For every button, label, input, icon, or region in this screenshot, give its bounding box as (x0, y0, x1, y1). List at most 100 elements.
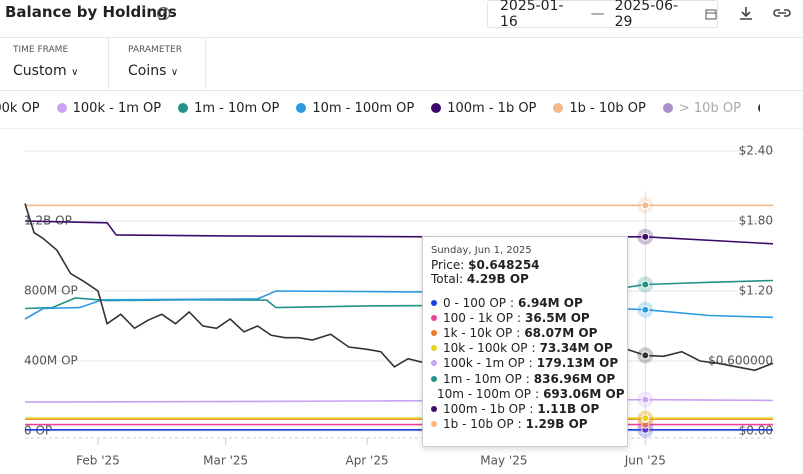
tooltip-row: 10k - 100k OP:73.34M OP (431, 341, 619, 356)
separator (108, 38, 109, 89)
tooltip-dot (431, 299, 437, 306)
x-tick-label: Feb '25 (76, 454, 120, 468)
legend-swatch (56, 103, 67, 113)
tooltip-value: 836.96M OP (533, 371, 616, 386)
tooltip-date: Sunday, Jun 1, 2025 (431, 245, 532, 256)
tooltip-name: 10k - 100k OP (443, 341, 528, 356)
tooltip-dot (431, 405, 437, 412)
x-tick-label: Mar '25 (203, 454, 248, 468)
x-tick-label: May '25 (480, 454, 527, 468)
filter-value[interactable]: Coins ∨ (128, 63, 179, 79)
y2-tick-label: $1.80 (739, 214, 773, 228)
y-tick-label: 400M OP (24, 354, 78, 368)
tooltip-row: 100 - 1k OP:36.5M OP (431, 310, 619, 325)
svg-text:?: ? (161, 10, 166, 20)
tooltip-value: 68.07M OP (524, 325, 598, 340)
link-icon[interactable] (772, 5, 792, 21)
legend-item[interactable]: > 10b OP (662, 100, 741, 116)
date-range[interactable]: 2025-01-16 — 2025-06-29 (487, 0, 718, 30)
tooltip-value: 179.13M OP (536, 356, 619, 371)
tooltip-sep: : (535, 386, 540, 401)
tooltip-price: $0.648254 (468, 258, 540, 272)
hover-dot (641, 414, 650, 423)
tooltip-sep: : (529, 401, 534, 416)
filter-label: PARAMETER (128, 45, 182, 55)
tooltip-row: 100k - 1m OP:179.13M OP (431, 356, 619, 371)
series-line (24, 279, 774, 310)
legend-item[interactable]: 10m - 100m OP (296, 101, 414, 116)
tooltip-value: 36.5M OP (525, 310, 590, 325)
help-icon[interactable]: ? (156, 6, 171, 21)
y2-tick-label: $0.600000 (708, 354, 773, 368)
legend-swatch (553, 103, 564, 113)
tooltip-row: 1m - 10m OP:836.96M OP (431, 371, 619, 386)
series-line (24, 203, 774, 372)
tooltip-dot (431, 345, 437, 352)
legend-item[interactable]: Price (757, 101, 760, 116)
separator (205, 38, 206, 89)
filter-value[interactable]: Custom ∨ (13, 63, 79, 79)
legend-item[interactable]: 1m - 10m OP (178, 101, 279, 116)
hover-dot (641, 280, 650, 289)
y-tick-label: 800M OP (24, 284, 78, 298)
tooltip-name: 1k - 10k OP (443, 325, 513, 340)
tooltip-value: 73.34M OP (539, 341, 613, 356)
tooltip-sep: : (516, 310, 521, 325)
tooltip-value: 693.06M OP (543, 386, 625, 401)
hover-dot (641, 201, 650, 210)
legend-swatch (431, 103, 442, 113)
filter-bar (0, 37, 803, 91)
hover-dot (641, 351, 650, 360)
tooltip-name: 1m - 10m OP (443, 371, 522, 386)
legend-swatch (757, 103, 760, 113)
tooltip-dot (431, 329, 437, 336)
legend-item[interactable]: 10k - 100k OP (0, 101, 40, 116)
legend-swatch (296, 103, 307, 113)
tooltip-name: 1b - 10b OP (443, 417, 514, 432)
tooltip-dot (431, 375, 437, 382)
series-line (24, 398, 774, 403)
tooltip-row: 0 - 100 OP:6.94M OP (431, 295, 619, 310)
legend-swatch (662, 103, 673, 113)
legend-item[interactable]: 100m - 1b OP (431, 101, 536, 116)
tooltip-sep: : (528, 356, 533, 371)
tooltip-row: 1k - 10k OP:68.07M OP (431, 325, 619, 340)
parameter: Coins (128, 63, 167, 79)
tooltip-sep: : (516, 325, 521, 340)
tooltip-name: 100 - 1k OP (443, 310, 513, 325)
tooltip-name: 0 - 100 OP (443, 295, 506, 310)
tooltip-rows: 0 - 100 OP:6.94M OP 100 - 1k OP:36.5M OP 1… (431, 295, 624, 432)
y-tick-label: 1.2B OP (24, 214, 72, 228)
tooltip-sep: : (525, 371, 530, 386)
tooltip-name: 100k - 1m OP (443, 356, 525, 371)
tooltip-total: 4.29B OP (466, 272, 529, 286)
tooltip: Sunday, Jun 1, 2025 Price: $0.648254 Tot… (422, 236, 628, 447)
title: Balance by Holdings (5, 3, 177, 21)
tooltip-value: 1.29B OP (525, 417, 588, 432)
tooltip-dot (431, 360, 437, 367)
time-frame: Custom (13, 63, 67, 79)
tooltip-dot (431, 421, 437, 428)
hover-dot (641, 305, 650, 314)
tooltip-value: 6.94M OP (518, 295, 583, 310)
date-to: 2025-06-29 (614, 0, 679, 30)
hover-dot (641, 395, 650, 404)
y2-tick-label: $1.20 (739, 284, 773, 298)
tooltip-row: 1b - 10b OP:1.29B OP (431, 417, 619, 432)
legend-item[interactable]: 1b - 10b OP (553, 101, 646, 116)
x-tick-label: Apr '25 (345, 454, 388, 468)
tooltip-dot (431, 314, 437, 321)
calendar-icon (705, 9, 717, 20)
y2-tick-label: $2.40 (739, 144, 773, 158)
tooltip-total-label: Total: (431, 272, 464, 286)
legend-swatch (178, 103, 189, 113)
legend-label: > 10b OP (678, 100, 741, 116)
legend-label: 1m - 10m OP (194, 100, 280, 116)
download-icon[interactable] (738, 5, 754, 21)
tooltip-name: 10m - 100m OP (437, 386, 532, 401)
series-line (24, 220, 774, 245)
legend-item[interactable]: 100k - 1m OP (56, 101, 161, 116)
